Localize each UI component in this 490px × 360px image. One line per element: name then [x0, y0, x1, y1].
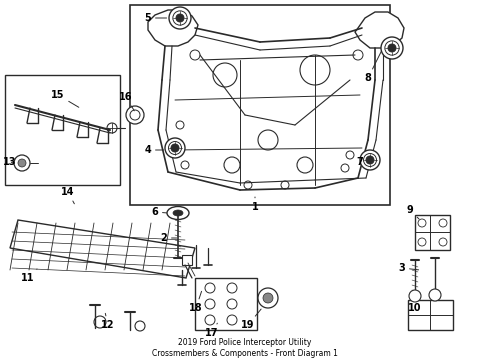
Text: 13: 13 — [3, 157, 17, 167]
Bar — [5, 75, 120, 185]
Circle shape — [388, 44, 396, 52]
Text: 10: 10 — [408, 303, 422, 313]
Circle shape — [176, 14, 184, 22]
Circle shape — [263, 293, 273, 303]
Circle shape — [258, 288, 278, 308]
Bar — [130, 5, 390, 205]
Circle shape — [126, 106, 144, 124]
Text: 15: 15 — [51, 90, 79, 107]
Text: 17: 17 — [205, 323, 219, 338]
Ellipse shape — [173, 210, 183, 216]
Circle shape — [171, 144, 179, 152]
Circle shape — [165, 138, 185, 158]
Text: 1: 1 — [252, 197, 258, 212]
Circle shape — [169, 7, 191, 29]
Text: 11: 11 — [21, 269, 37, 283]
Text: 3: 3 — [399, 263, 418, 273]
Ellipse shape — [167, 207, 189, 220]
Text: 8: 8 — [365, 51, 381, 83]
Text: 16: 16 — [119, 92, 134, 111]
Text: 6: 6 — [151, 207, 167, 217]
Circle shape — [366, 156, 374, 164]
Circle shape — [409, 290, 421, 302]
Bar — [195, 278, 257, 330]
Circle shape — [381, 37, 403, 59]
Bar — [408, 300, 453, 330]
Text: 18: 18 — [189, 291, 203, 313]
Polygon shape — [355, 12, 404, 48]
Circle shape — [18, 159, 26, 167]
Polygon shape — [148, 10, 198, 46]
Circle shape — [360, 150, 380, 170]
Circle shape — [429, 289, 441, 301]
Text: 12: 12 — [101, 313, 115, 330]
Circle shape — [14, 155, 30, 171]
Text: 5: 5 — [145, 13, 167, 23]
Text: 2: 2 — [161, 233, 176, 243]
Text: 14: 14 — [61, 187, 75, 204]
Text: 2019 Ford Police Interceptor Utility
Crossmembers & Components - Front Diagram 1: 2019 Ford Police Interceptor Utility Cro… — [152, 338, 338, 358]
Text: 4: 4 — [145, 145, 164, 155]
Text: 19: 19 — [241, 309, 261, 330]
Text: 7: 7 — [357, 157, 370, 167]
Polygon shape — [182, 255, 192, 265]
Polygon shape — [10, 220, 195, 278]
Text: 9: 9 — [407, 205, 419, 219]
Polygon shape — [415, 215, 450, 250]
